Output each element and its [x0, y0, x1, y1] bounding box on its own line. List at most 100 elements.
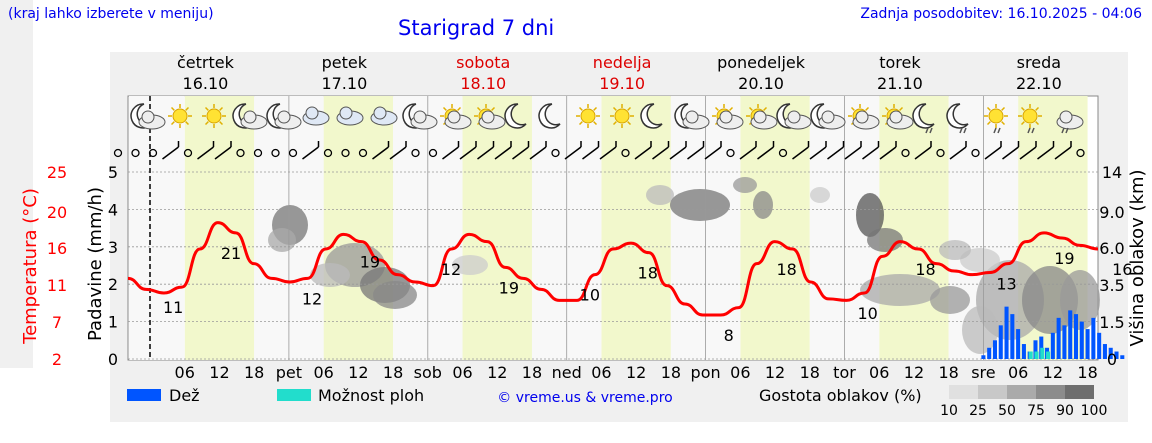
wind-barb	[372, 146, 389, 160]
cloud-puff	[373, 106, 387, 120]
sun-rain-icon	[984, 104, 1008, 134]
temperature-label: 8	[724, 326, 734, 345]
sun-ray	[714, 106, 719, 111]
precip-tick: 1	[108, 313, 118, 332]
cloud-rain-icon	[1056, 110, 1084, 134]
shower-legend-swatch	[277, 389, 311, 401]
day-name: sreda	[1017, 53, 1061, 72]
day-name: petek	[322, 53, 368, 72]
temperature-label: 16	[1112, 260, 1132, 279]
rain-bar	[1021, 344, 1026, 359]
sun-ray	[185, 106, 190, 111]
sun-ray	[185, 121, 190, 126]
density-swatch	[1036, 385, 1065, 399]
x-tick-label: 06	[313, 363, 333, 382]
cloud-blob	[733, 177, 757, 193]
sun-ray	[578, 121, 583, 126]
wind-barb	[477, 146, 494, 160]
sun-ray	[729, 106, 734, 111]
moon-cloud-icon	[130, 103, 166, 130]
x-tick-label: pet	[276, 363, 302, 382]
sun-cloud-icon	[882, 104, 914, 130]
density-tick: 10	[940, 403, 958, 419]
moon-shape	[538, 103, 561, 129]
day-date: 16.10	[183, 74, 229, 93]
rain-bar	[1097, 332, 1102, 359]
night-band	[129, 96, 185, 360]
wind-calm	[131, 148, 140, 158]
wind-barb	[1019, 146, 1037, 160]
density-swatch	[1065, 385, 1094, 399]
wind-barb	[512, 146, 529, 160]
rain-drop	[925, 127, 929, 134]
cloud-puff	[753, 110, 767, 124]
wind-calm	[148, 148, 158, 158]
sun-ray	[763, 106, 768, 111]
wind-calm	[726, 148, 735, 158]
temperature-tick: 2	[52, 350, 62, 369]
cloud-puff	[481, 110, 495, 124]
rain-bar	[1050, 332, 1055, 359]
sun-icon	[610, 104, 634, 128]
sun-ray	[593, 106, 598, 111]
cloud-height-tick: 6.0	[1099, 239, 1124, 258]
sun-ray	[170, 106, 175, 111]
sun-ray	[219, 121, 224, 126]
cloud-height-axis-label: Višina oblakov (km)	[1127, 169, 1148, 346]
cloud-blob	[867, 228, 903, 252]
moon-cloud-icon	[776, 103, 812, 130]
wind-calm	[323, 148, 333, 158]
precipitation-bars	[981, 306, 1125, 359]
x-tick-label: 18	[383, 363, 403, 382]
rain-drop	[929, 127, 933, 134]
legend: Dež Možnost ploh © vreme.us & vreme.pro Gos…	[127, 385, 1107, 419]
rain-drop	[993, 127, 997, 134]
temperature-label: 12	[302, 289, 322, 308]
wind-barb	[389, 146, 407, 160]
wind-barb	[687, 146, 704, 160]
sun-cloud-icon	[712, 104, 744, 130]
sun-disc	[206, 108, 222, 124]
day-date: 19.10	[599, 74, 645, 93]
sun-disc	[580, 108, 596, 124]
temperature-label: 19	[499, 278, 519, 297]
x-tick-label: 18	[800, 363, 820, 382]
weather-icons	[130, 103, 1084, 134]
cloud-puff	[787, 110, 801, 124]
wind-barb	[792, 146, 809, 160]
x-tick-label: 18	[244, 363, 264, 382]
wind-barb	[564, 146, 582, 160]
temperature-label: 18	[776, 260, 796, 279]
cloud-height-tick: 3.5	[1099, 276, 1124, 295]
temperature-tick: 7	[52, 313, 62, 332]
cloud-blob	[670, 189, 730, 221]
wind-barb	[669, 146, 687, 160]
wind-barb	[809, 146, 827, 160]
wind-barb	[1037, 146, 1054, 160]
daylight-band	[740, 96, 810, 360]
x-tick-label: 06	[591, 363, 611, 382]
axes: četrtek 16.10 petek 17.10 sobota 18.10 nedelja…	[20, 53, 1148, 382]
rain-drop	[963, 127, 967, 134]
cloud-blob	[310, 263, 350, 287]
temperature-label: 10	[857, 304, 877, 323]
moon-cloud-icon	[266, 103, 302, 130]
sun-ray	[850, 106, 855, 111]
cloud-puff	[855, 110, 869, 124]
moon-cloud-icon	[674, 103, 710, 130]
sun-ray	[986, 121, 991, 126]
moon-shape	[504, 103, 527, 129]
x-tick-label: 18	[1077, 363, 1097, 382]
day-date: 17.10	[321, 74, 367, 93]
rain-legend-label: Dež	[169, 386, 200, 405]
daylight-band	[879, 96, 949, 360]
rain-bar	[992, 340, 998, 359]
x-tick-label: pon	[691, 363, 721, 382]
left-strip	[0, 0, 33, 368]
cloud-puff	[685, 110, 699, 124]
sun-ray	[1035, 106, 1040, 111]
wind-calm	[183, 148, 193, 158]
moon-cloud-icon	[232, 103, 268, 130]
x-tick-label: 06	[1008, 363, 1028, 382]
rain-bar	[1062, 325, 1067, 359]
